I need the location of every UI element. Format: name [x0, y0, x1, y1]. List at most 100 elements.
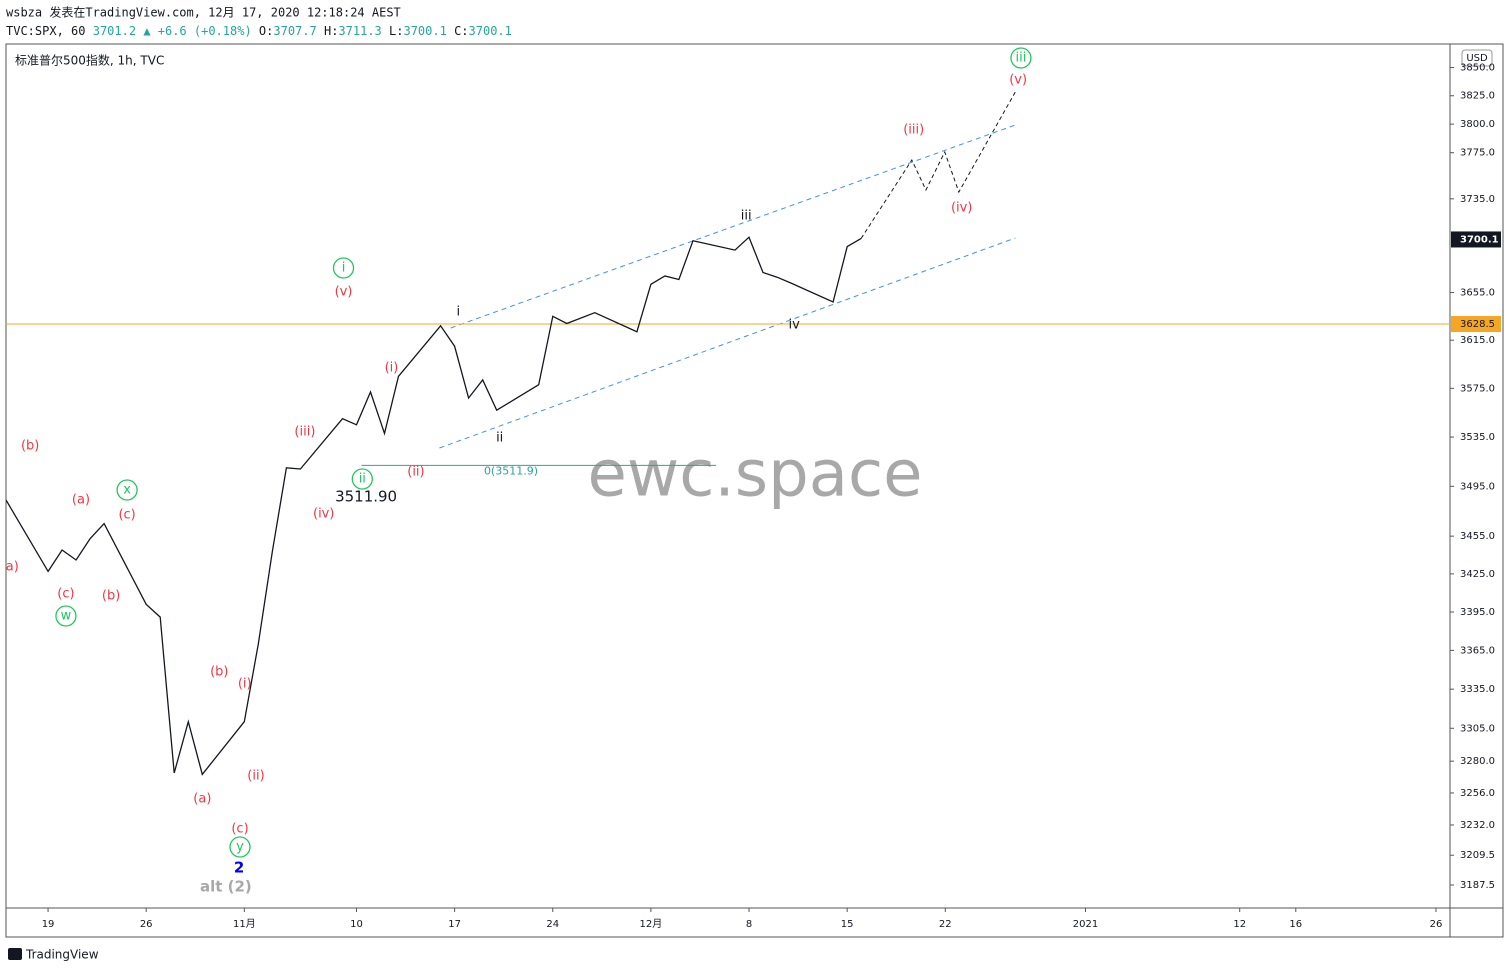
- x-tick-label: 12: [1233, 919, 1246, 930]
- ohlc-value: 3700.1: [469, 24, 512, 38]
- price-line: [6, 236, 862, 776]
- footer-brand: TradingView: [25, 948, 99, 962]
- symbol-line: TVC:SPX, 60 3701.2 ▲ +6.6 (+0.18%) O:370…: [6, 24, 512, 38]
- wave-circle: [1010, 47, 1032, 69]
- channel-line: [450, 124, 1016, 329]
- x-tick-label: 15: [841, 919, 854, 930]
- y-tick-label: 3800.0: [1460, 119, 1495, 130]
- watermark: ewc.space: [588, 438, 923, 512]
- y-tick-label: 3495.0: [1460, 481, 1495, 492]
- last-price-label: 3700.1: [1460, 234, 1499, 245]
- last-price-tag: [1451, 231, 1501, 248]
- y-tick-label: 3735.0: [1460, 194, 1495, 205]
- wave-label: iv: [789, 318, 801, 333]
- wave-label: (b): [102, 589, 120, 604]
- wave-label: (ii): [247, 769, 264, 784]
- wave-label: (a): [193, 792, 211, 807]
- y-tick-label: 3335.0: [1460, 684, 1495, 695]
- ohlc-key: L:: [389, 24, 403, 38]
- currency-box: [1461, 49, 1493, 67]
- x-tick-label: 12月: [640, 918, 663, 930]
- x-tick-label: 26: [140, 919, 153, 930]
- wave-label: (i): [385, 361, 399, 376]
- currency: USD: [1466, 53, 1488, 64]
- ohlc-value: 3700.1: [403, 24, 446, 38]
- wave-label: iii: [1016, 51, 1027, 66]
- ohlc-value: 3711.3: [338, 24, 381, 38]
- wave-label: (v): [335, 285, 353, 300]
- y-tick-label: 3615.0: [1460, 335, 1495, 346]
- y-tick-label: 3575.0: [1460, 383, 1495, 394]
- y-tick-label: 3455.0: [1460, 531, 1495, 542]
- wave-label: (b): [21, 439, 39, 454]
- x-tick-label: 22: [939, 919, 952, 930]
- published-info: wsbza 发表在TradingView.com, 12月 17, 2020 1…: [6, 5, 401, 20]
- wave-circle: [55, 605, 77, 627]
- wave-label: ii: [359, 472, 366, 487]
- x-tick-label: 26: [1430, 919, 1443, 930]
- wave-label: (c): [118, 508, 135, 523]
- wave-label: (ii): [407, 465, 424, 480]
- y-tick-label: 3535.0: [1460, 432, 1495, 443]
- wave-label: (iv): [313, 507, 334, 522]
- wave-label: (v): [1009, 73, 1027, 88]
- wave-label: y: [236, 840, 244, 855]
- wave-label: x: [123, 483, 131, 498]
- x-tick-label: 8: [746, 919, 752, 930]
- wave-label: alt (2): [200, 878, 252, 896]
- y-tick-label: 3305.0: [1460, 723, 1495, 734]
- x-tick-label: 11月: [233, 918, 256, 930]
- wave-label: (iii): [294, 425, 315, 440]
- channel-line: [439, 237, 1016, 449]
- symbol: TVC:SPX, 60: [6, 24, 85, 38]
- wave-label: i: [342, 261, 346, 276]
- x-tick-label: 2021: [1073, 919, 1098, 930]
- chart-frame: [5, 43, 1504, 938]
- wave-label: w: [61, 609, 72, 624]
- ohlc-key: H:: [324, 24, 338, 38]
- x-tick-label: 24: [546, 919, 559, 930]
- y-tick-label: 3232.0: [1460, 820, 1495, 831]
- x-tick-label: 16: [1289, 919, 1302, 930]
- wave-circle: [229, 836, 251, 858]
- wave-circle: [351, 468, 373, 490]
- wave-label: (a): [72, 493, 90, 508]
- y-tick-label: 3365.0: [1460, 645, 1495, 656]
- horizontal-line-label: 0(3511.9): [484, 464, 538, 477]
- y-tick-label: 3850.0: [1460, 63, 1495, 74]
- ohlc-value: 3707.7: [273, 24, 316, 38]
- x-tick-label: 19: [42, 919, 55, 930]
- wave-label: i: [456, 305, 460, 320]
- wave-label: (iii): [903, 123, 924, 138]
- wave-label: (i): [238, 677, 252, 692]
- y-tick-label: 3187.5: [1460, 880, 1495, 891]
- y-tick-label: 3825.0: [1460, 91, 1495, 102]
- wave-circle: [332, 257, 355, 279]
- wave-label: ii: [496, 431, 503, 446]
- ohlc-key: O:: [259, 24, 273, 38]
- y-tick-label: 3395.0: [1460, 607, 1495, 618]
- change: ▲ +6.6 (+0.18%): [143, 24, 251, 38]
- wave-label: 2: [234, 859, 244, 877]
- wave-circle: [116, 479, 138, 501]
- wave-label: (c): [57, 587, 74, 602]
- projection-path: [860, 91, 1016, 239]
- x-tick-label: 10: [350, 919, 363, 930]
- y-tick-label: 3256.0: [1460, 788, 1495, 799]
- price-tag-label: 3628.5: [1460, 319, 1495, 330]
- wave-label: 3511.90: [335, 488, 397, 506]
- x-tick-label: 17: [448, 919, 461, 930]
- y-tick-label: 3280.0: [1460, 756, 1495, 767]
- wave-label: (b): [210, 665, 228, 680]
- chart-title: 标准普尔500指数, 1h, TVC: [15, 53, 164, 68]
- wave-label: iii: [741, 209, 752, 224]
- y-tick-label: 3209.5: [1460, 850, 1495, 861]
- wave-label: (c): [231, 822, 248, 837]
- plot-area: [6, 91, 1450, 776]
- wave-label: a): [6, 560, 19, 575]
- y-tick-label: 3655.0: [1460, 288, 1495, 299]
- y-tick-label: 3775.0: [1460, 148, 1495, 159]
- footer-logo: [8, 948, 22, 960]
